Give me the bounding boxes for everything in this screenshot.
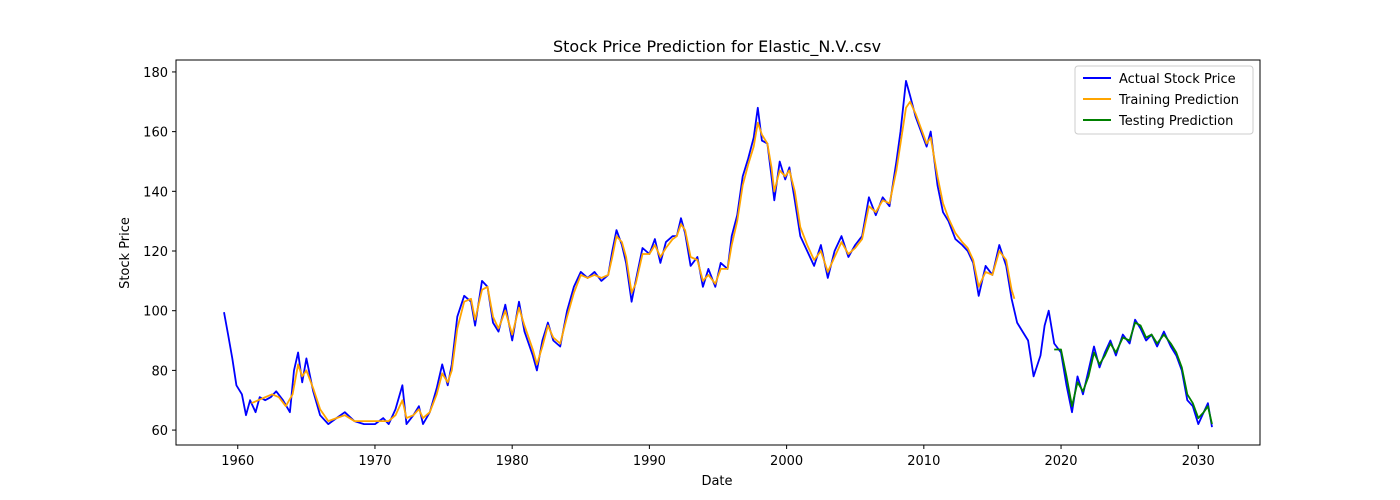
x-axis-label: Date	[701, 474, 732, 489]
legend-frame	[1074, 65, 1254, 135]
legend-label-actual: Actual Stock Price	[1119, 72, 1236, 87]
y-axis: 60 80 100 120 140 160 180	[143, 66, 176, 439]
x-tick-label: 1980	[496, 454, 529, 469]
x-tick-label: 2030	[1182, 454, 1215, 469]
series-line-training	[251, 100, 1016, 423]
plot-area	[223, 80, 1213, 428]
y-tick-label: 160	[143, 126, 168, 141]
y-axis-label: Stock Price	[118, 217, 133, 289]
x-tick-label: 2010	[907, 454, 940, 469]
y-tick-label: 80	[151, 364, 168, 379]
y-tick-label: 60	[151, 424, 168, 439]
x-tick-label: 2000	[770, 454, 803, 469]
y-tick-label: 140	[143, 185, 168, 200]
y-tick-label: 120	[143, 245, 168, 260]
y-tick-label: 100	[143, 305, 168, 320]
y-tick-label: 180	[143, 66, 168, 81]
series-line-testing	[1054, 321, 1213, 425]
x-tick-label: 1960	[221, 454, 254, 469]
legend-label-training: Training Prediction	[1118, 93, 1239, 108]
legend-label-testing: Testing Prediction	[1118, 114, 1233, 129]
x-tick-label: 2020	[1044, 454, 1077, 469]
x-tick-label: 1990	[633, 454, 666, 469]
legend: Actual Stock Price Training Prediction T…	[1074, 65, 1254, 135]
x-axis: 1960 1970 1980 1990 2000 2010 2020 2030	[221, 445, 1215, 469]
plot-frame	[175, 59, 1261, 446]
chart-title: Stock Price Prediction for Elastic_N.V..…	[553, 37, 881, 57]
x-tick-label: 1970	[358, 454, 391, 469]
